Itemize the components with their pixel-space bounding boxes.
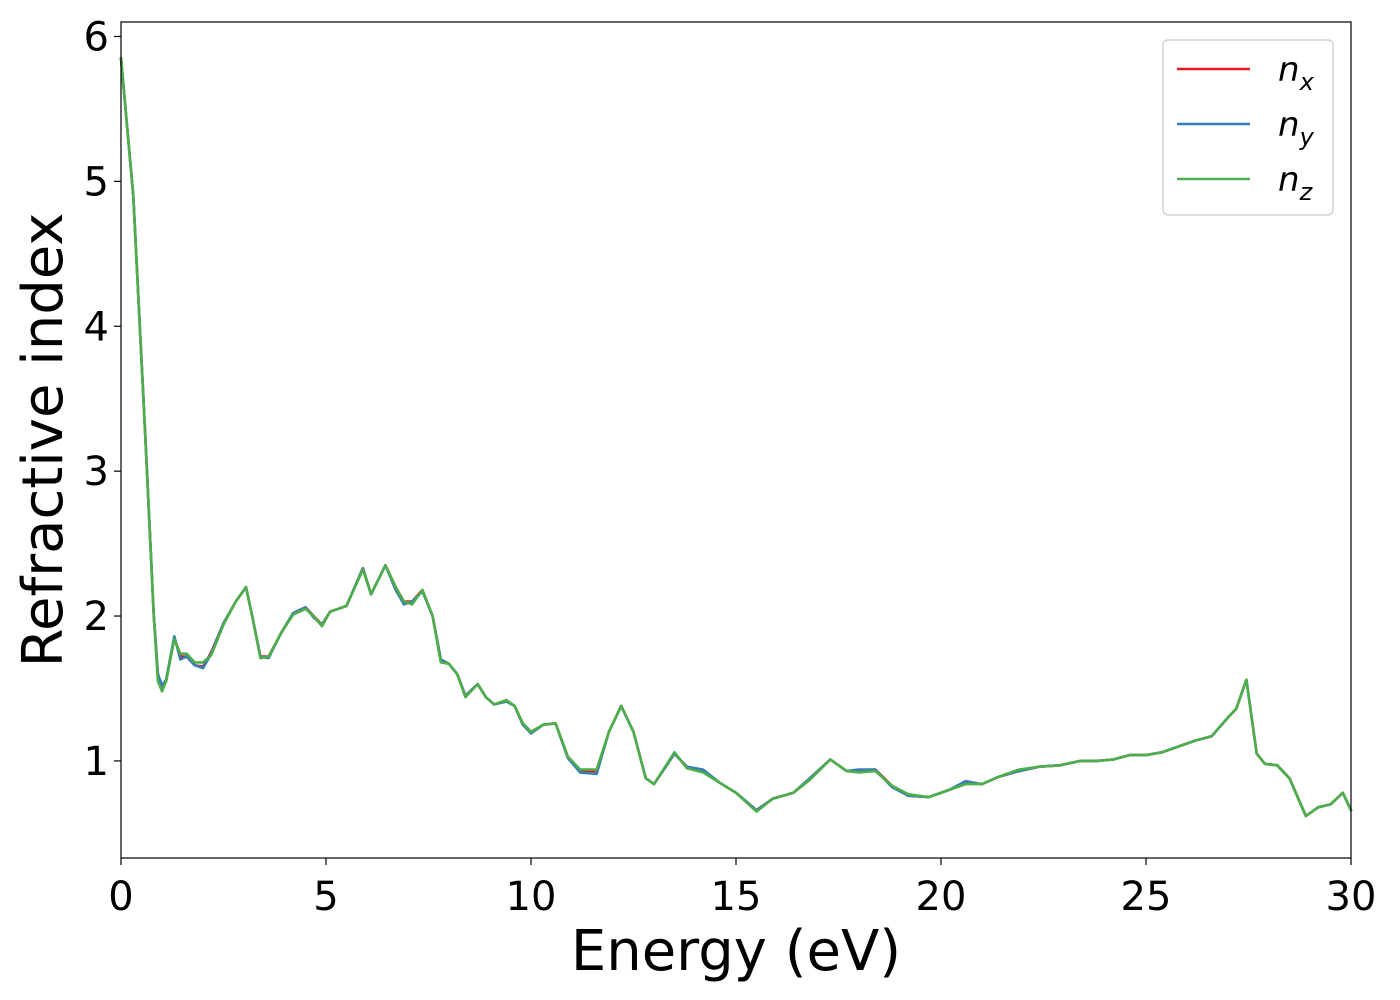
y-tick-label: 5: [84, 159, 109, 205]
y-tick-label: 4: [84, 304, 109, 350]
legend: nx ny nz: [1162, 39, 1334, 216]
x-tick-label: 10: [506, 874, 557, 920]
legend-label-z: nz: [1278, 160, 1314, 206]
x-tick-label: 15: [711, 874, 762, 920]
y-tick-label: 2: [84, 594, 109, 640]
x-axis-title: Energy (eV): [571, 919, 901, 984]
x-tick-label: 20: [916, 874, 967, 920]
x-axis-ticks: 0 5 10 15 20 25 30: [108, 858, 1376, 920]
x-tick-label: 0: [108, 874, 133, 920]
x-tick-label: 30: [1326, 874, 1377, 920]
x-tick-label: 5: [313, 874, 338, 920]
y-axis-title: Refractive index: [11, 213, 76, 668]
series-line-z: [119, 56, 1353, 818]
x-tick-label: 25: [1121, 874, 1172, 920]
y-tick-label: 1: [84, 739, 109, 785]
y-tick-label: 3: [84, 449, 109, 495]
y-tick-label: 6: [84, 14, 109, 60]
legend-box: [1162, 39, 1334, 216]
y-axis-ticks: 1 2 3 4 5 6: [84, 14, 121, 785]
series-layer: [119, 56, 1353, 818]
legend-label-y: ny: [1278, 105, 1315, 151]
legend-label-x: nx: [1278, 50, 1315, 96]
